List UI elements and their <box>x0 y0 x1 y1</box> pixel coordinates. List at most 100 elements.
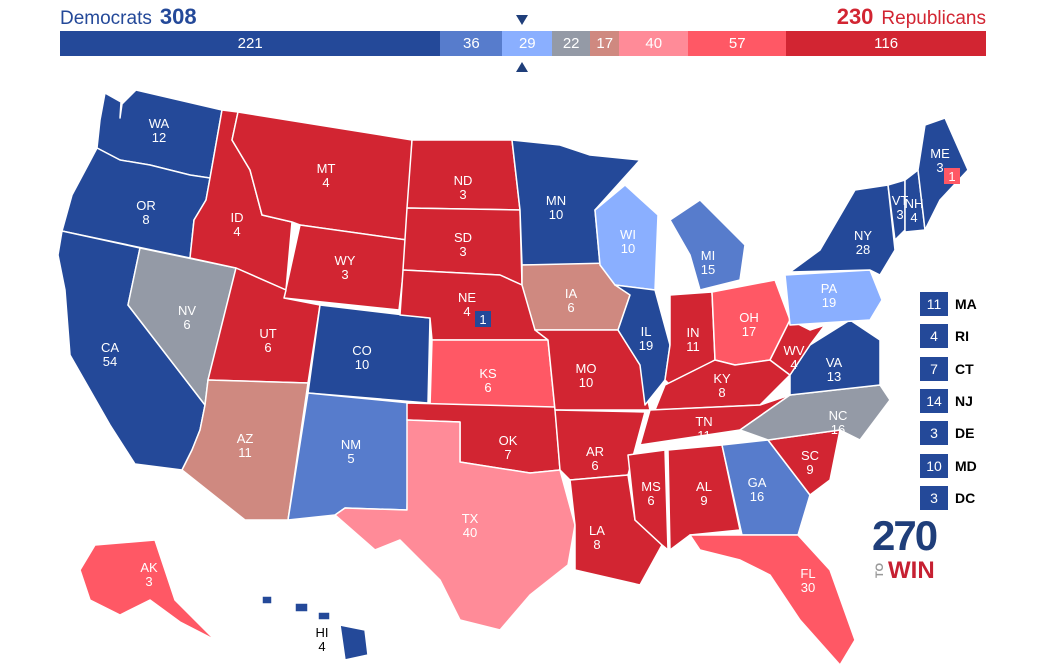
state-ev-nv: 6 <box>183 317 190 332</box>
small-state-dc[interactable]: 3 DC <box>920 482 977 514</box>
state-label-mi: MI <box>701 248 715 263</box>
state-ev-sc: 9 <box>806 462 813 477</box>
bar-segment-lean-d[interactable]: 29 <box>502 31 553 56</box>
state-label-co: CO <box>352 343 372 358</box>
state-il[interactable] <box>614 284 671 406</box>
md-label: MD <box>955 457 977 474</box>
nj-label: NJ <box>955 393 973 410</box>
state-ev-pa: 19 <box>822 295 836 310</box>
logo-win: WIN <box>888 557 935 584</box>
state-label-ak: AK <box>140 560 158 575</box>
state-label-wy: WY <box>335 253 356 268</box>
state-ev-mi: 15 <box>701 262 715 277</box>
bar-segment-solid-d[interactable]: 221 <box>60 31 441 56</box>
small-state-ct[interactable]: 7 CT <box>920 353 977 385</box>
state-ev-vt: 3 <box>896 207 903 222</box>
ne-district-box[interactable] <box>475 311 491 327</box>
small-states-list: 11 MA 4 RI 7 CT 14 NJ 3 DE 10 MD 3 DC <box>920 288 977 514</box>
dc-ev-box[interactable]: 3 <box>920 485 948 510</box>
republicans-total-header: 230 Republicans <box>837 4 986 30</box>
state-label-la: LA <box>589 523 605 538</box>
state-ev-sd: 3 <box>459 244 466 259</box>
state-fl[interactable] <box>689 534 856 666</box>
state-ev-ut: 6 <box>264 340 271 355</box>
state-ev-me: 3 <box>936 160 943 175</box>
republicans-label: Republicans <box>881 8 986 29</box>
state-me[interactable] <box>917 117 969 231</box>
bar-segment-lean-r[interactable]: 40 <box>619 31 689 56</box>
bar-segment-tilt-r[interactable]: 17 <box>590 31 620 56</box>
state-wy[interactable] <box>283 224 408 311</box>
state-label-il: IL <box>641 324 652 339</box>
state-ev-nm: 5 <box>347 451 354 466</box>
bar-segment-solid-r[interactable]: 116 <box>786 31 986 56</box>
state-ev-mo: 10 <box>579 375 593 390</box>
ma-ev-box[interactable]: 11 <box>920 292 948 317</box>
state-ev-oh: 17 <box>742 324 756 339</box>
state-ms[interactable] <box>627 449 669 551</box>
state-ev-fl: 30 <box>801 580 815 595</box>
state-label-wv: WV <box>784 343 805 358</box>
state-label-ks: KS <box>479 366 497 381</box>
ri-ev-box[interactable]: 4 <box>920 324 948 349</box>
state-label-ga: GA <box>748 475 767 490</box>
state-ev-va: 13 <box>827 369 841 384</box>
state-ny[interactable] <box>789 184 896 276</box>
ne-district-value: 1 <box>479 312 486 327</box>
logo-to: TO <box>874 562 886 578</box>
nj-ev-box[interactable]: 14 <box>920 389 948 414</box>
state-ev-wv: 4 <box>790 357 797 372</box>
state-label-ok: OK <box>499 433 518 448</box>
de-ev-box[interactable]: 3 <box>920 421 948 446</box>
electoral-vote-bar: 221 36 29 22 17 40 57 116 <box>60 31 986 56</box>
small-state-ri[interactable]: 4 RI <box>920 320 977 352</box>
ne-split-district[interactable]: 1 <box>475 311 491 327</box>
state-label-oh: OH <box>739 310 759 325</box>
logo-number: 270 <box>872 512 938 559</box>
state-ev-or: 8 <box>142 212 149 227</box>
state-al[interactable] <box>667 444 741 551</box>
md-ev-box[interactable]: 10 <box>920 453 948 478</box>
state-ev-mn: 10 <box>549 207 563 222</box>
state-label-tn: TN <box>695 414 712 429</box>
small-state-de[interactable]: 3 DE <box>920 417 977 449</box>
state-label-wa: WA <box>149 116 170 131</box>
state-label-nh: NH <box>905 196 924 211</box>
state-az[interactable] <box>181 379 309 521</box>
small-state-nj[interactable]: 14 NJ <box>920 385 977 417</box>
state-ev-nh: 4 <box>910 210 917 225</box>
state-label-mt: MT <box>317 161 336 176</box>
bar-segment-likely-d[interactable]: 36 <box>440 31 503 56</box>
state-ev-tx: 40 <box>463 525 477 540</box>
ct-ev-box[interactable]: 7 <box>920 356 948 381</box>
state-ev-wy: 3 <box>341 267 348 282</box>
state-label-me: ME <box>930 146 950 161</box>
state-ga[interactable] <box>721 439 811 536</box>
state-la[interactable] <box>569 474 663 586</box>
me-district-value: 1 <box>948 169 955 184</box>
state-label-id: ID <box>231 210 244 225</box>
small-state-md[interactable]: 10 MD <box>920 449 977 481</box>
state-ev-ne: 4 <box>463 304 470 319</box>
state-ev-ga: 16 <box>750 489 764 504</box>
small-state-ma[interactable]: 11 MA <box>920 288 977 320</box>
state-label-nv: NV <box>178 303 196 318</box>
bar-segment-likely-r[interactable]: 57 <box>688 31 787 56</box>
state-ev-nc: 16 <box>831 422 845 437</box>
state-ev-ky: 8 <box>718 385 725 400</box>
state-label-tx: TX <box>462 511 479 526</box>
state-hi[interactable] <box>261 595 369 661</box>
ri-label: RI <box>955 328 969 345</box>
me-district-box[interactable] <box>944 168 960 184</box>
state-tx[interactable] <box>334 419 576 631</box>
state-mi[interactable] <box>669 199 746 291</box>
270towin-logo[interactable]: 270 TO WIN <box>872 514 972 584</box>
state-ev-wa: 12 <box>152 130 166 145</box>
state-ak[interactable] <box>79 539 216 641</box>
state-label-ny: NY <box>854 228 872 243</box>
state-ev-il: 19 <box>639 338 653 353</box>
state-label-ar: AR <box>586 444 604 459</box>
bar-segment-tossup[interactable]: 22 <box>552 31 591 56</box>
me-split-district[interactable]: 1 <box>944 168 960 184</box>
state-label-sd: SD <box>454 230 472 245</box>
